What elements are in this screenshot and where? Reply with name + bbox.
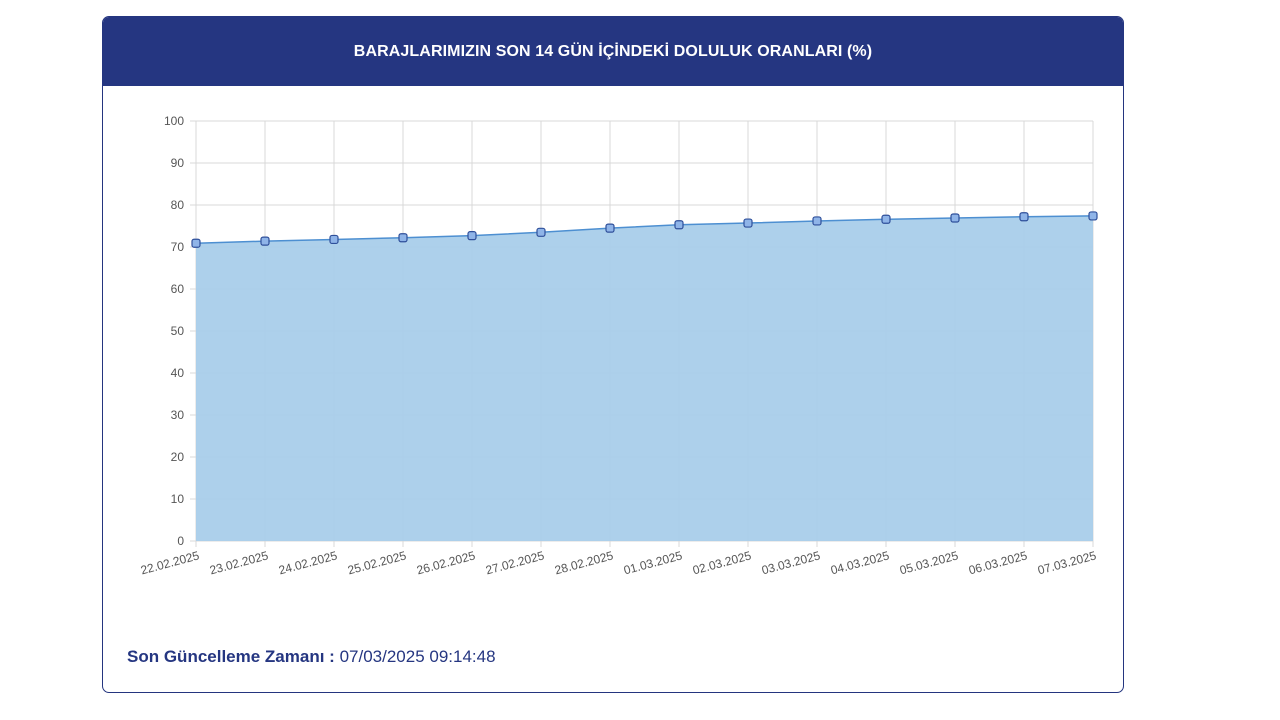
data-point: [536, 227, 546, 237]
data-point: [1088, 211, 1098, 221]
chart-area: 0 10 20 30 40 50 60 70 80 90 100 22.02.2025 23.02.20…: [103, 86, 1123, 626]
series-line: [195, 215, 1094, 244]
x-tick-label: 26.02.2025: [415, 548, 477, 577]
last-update-label: Son Güncelleme Zamanı :: [127, 647, 335, 666]
x-tick-label: 27.02.2025: [484, 548, 546, 577]
x-tick-label: 25.02.2025: [346, 548, 408, 577]
y-tick-label: 100: [164, 114, 184, 128]
y-tick-label: 30: [171, 408, 185, 422]
data-point: [881, 214, 891, 224]
x-tick-label: 23.02.2025: [208, 548, 270, 577]
data-point: [398, 233, 408, 243]
data-point: [260, 236, 270, 246]
x-tick-label: 02.03.2025: [691, 548, 753, 577]
y-tick-label: 90: [171, 156, 185, 170]
panel-title: BARAJLARIMIZIN SON 14 GÜN İÇİNDEKİ DOLUL…: [353, 42, 873, 60]
data-point: [812, 216, 822, 226]
last-update-value: 07/03/2025 09:14:48: [339, 647, 496, 666]
y-tick-label: 80: [171, 198, 185, 212]
data-point: [743, 218, 753, 228]
last-update: Son Güncelleme Zamanı : 07/03/2025 09:14…: [127, 647, 496, 667]
x-tick-label: 05.03.2025: [898, 548, 960, 577]
y-tick-label: 0: [177, 534, 184, 548]
x-tick-label: 04.03.2025: [829, 548, 891, 577]
data-point: [191, 238, 201, 248]
panel-header: BARAJLARIMIZIN SON 14 GÜN İÇİNDEKİ DOLUL…: [103, 17, 1123, 86]
x-tick-label: 06.03.2025: [967, 548, 1029, 577]
x-tick-label: 28.02.2025: [553, 548, 615, 577]
y-tick-label: 20: [171, 450, 185, 464]
area-fill: [196, 215, 1093, 542]
y-tick-label: 50: [171, 324, 185, 338]
x-tick-label: 24.02.2025: [277, 548, 339, 577]
data-point: [605, 223, 615, 233]
x-tick-label: 22.02.2025: [139, 548, 201, 577]
y-tick-label: 40: [171, 366, 185, 380]
data-point: [467, 231, 477, 241]
data-point: [329, 234, 339, 245]
x-tick-label: 07.03.2025: [1036, 548, 1098, 577]
data-point: [950, 213, 960, 223]
x-tick-label: 01.03.2025: [622, 548, 684, 577]
y-tick-label: 70: [171, 240, 185, 254]
fill-rate-chart: 0 10 20 30 40 50 60 70 80 90 100 22.02.2025 23.02.20…: [139, 114, 1098, 577]
y-tick-label: 10: [171, 492, 185, 506]
data-point: [674, 220, 684, 230]
data-point: [1019, 212, 1029, 222]
x-tick-label: 03.03.2025: [760, 548, 822, 577]
y-tick-label: 60: [171, 282, 185, 296]
chart-panel: BARAJLARIMIZIN SON 14 GÜN İÇİNDEKİ DOLUL…: [102, 16, 1124, 693]
